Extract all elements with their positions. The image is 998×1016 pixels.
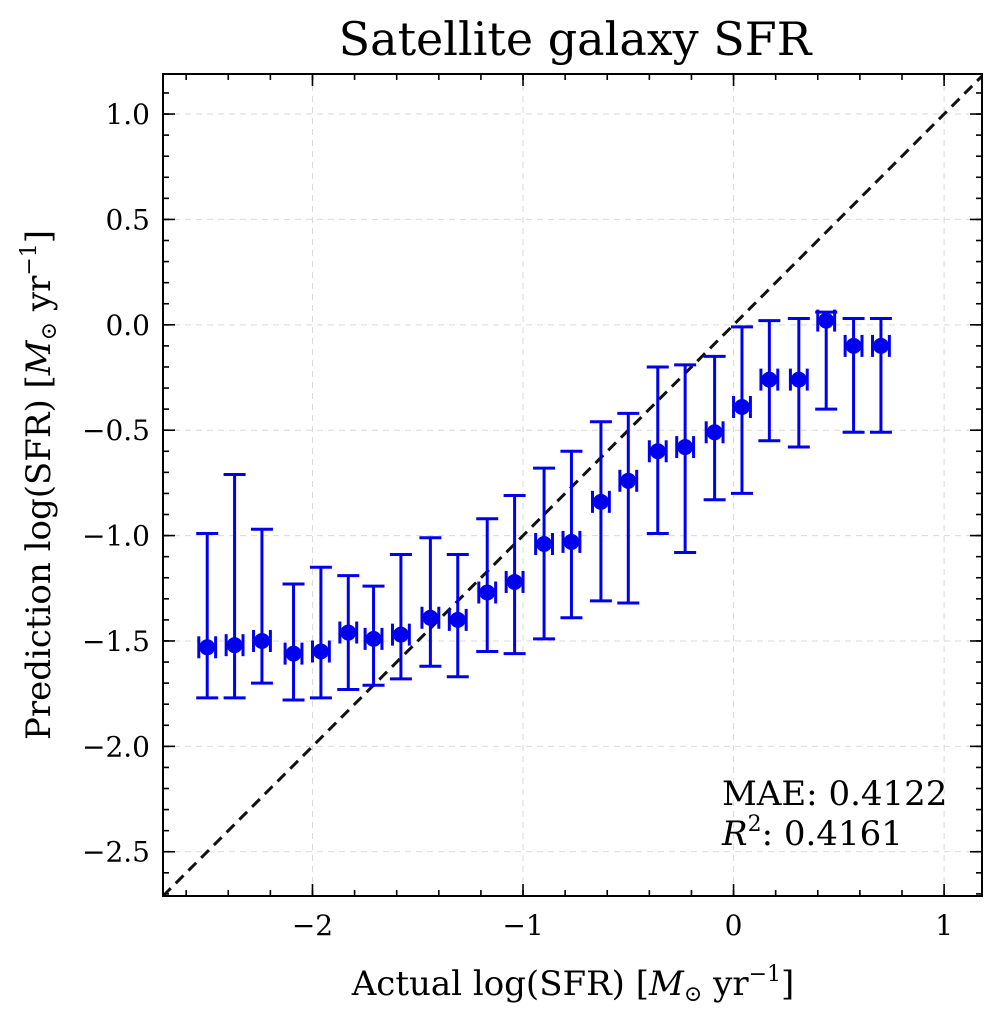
data-point-group [309, 565, 332, 700]
data-point-group [476, 517, 499, 654]
data-point-group [560, 449, 583, 620]
data-point [677, 439, 694, 456]
data-point [506, 573, 523, 590]
y-tick-label: 1.0 [105, 98, 150, 131]
y-tick-label: −1.0 [82, 520, 150, 553]
data-point-group [419, 536, 442, 668]
data-point-group [787, 316, 810, 449]
data-point [733, 399, 750, 416]
data-point-group [703, 354, 726, 502]
data-point-group [250, 527, 273, 685]
y-tick-label: −2.5 [82, 836, 150, 869]
data-point-group [533, 466, 556, 641]
data-point-group [842, 316, 865, 434]
data-point [790, 371, 807, 388]
data-point-group [674, 363, 697, 554]
data-point-group [282, 582, 305, 702]
data-point [536, 536, 553, 553]
y-tick-label: 0.0 [105, 309, 150, 342]
data-point-group [589, 420, 612, 603]
y-tick-label: −0.5 [82, 414, 150, 447]
data-point-group [337, 574, 360, 691]
data-point-group [869, 316, 892, 434]
data-point-group [617, 411, 640, 605]
data-point-group [758, 319, 781, 443]
data-point [312, 643, 329, 660]
data-point-group [196, 531, 219, 700]
data-point [392, 626, 409, 643]
data-point [592, 493, 609, 510]
data-point-group [503, 494, 526, 656]
y-tick-label: 0.5 [105, 203, 150, 236]
data-point [761, 371, 778, 388]
x-axis-label: Actual log(SFR) [M⊙ yr−1] [351, 962, 795, 1007]
data-point [706, 424, 723, 441]
x-tick-label: 0 [725, 909, 743, 942]
data-point-group [815, 309, 838, 411]
data-point [449, 611, 466, 628]
data-point-group [446, 553, 469, 679]
x-tick-label: −2 [292, 909, 333, 942]
axis-ticks: −2 −1 0 1 1.0 0.5 0.0 −0.5 −1.0 −1.5 −2.0 −2.5 [82, 74, 982, 942]
data-point [479, 584, 496, 601]
mae-annotation: MAE: 0.4122 [722, 774, 947, 814]
data-series [196, 309, 892, 702]
data-point-group [223, 472, 246, 700]
x-tick-label: 1 [935, 909, 953, 942]
data-point-group [730, 325, 753, 495]
data-point [365, 630, 382, 647]
data-point [845, 337, 862, 354]
data-point [620, 472, 637, 489]
data-point [649, 443, 666, 460]
data-point [253, 632, 270, 649]
data-point-group [389, 553, 412, 681]
y-tick-label: −1.5 [82, 625, 150, 658]
plot-frame [162, 73, 983, 897]
x-tick-label: −1 [502, 909, 543, 942]
data-point [199, 639, 216, 656]
data-point [563, 533, 580, 550]
data-point [818, 312, 835, 329]
chart-title: Satellite galaxy SFR [339, 12, 813, 66]
r2-annotation: R2: 0.4161 [721, 812, 903, 854]
data-point-group [646, 365, 669, 535]
data-point [285, 645, 302, 662]
data-point-group [362, 584, 385, 687]
y-axis-label: Prediction log(SFR) [M⊙ yr−1] [17, 230, 62, 740]
data-point [872, 337, 889, 354]
data-point [422, 609, 439, 626]
y-tick-label: −2.0 [82, 730, 150, 763]
data-point [340, 624, 357, 641]
data-point [226, 637, 243, 654]
